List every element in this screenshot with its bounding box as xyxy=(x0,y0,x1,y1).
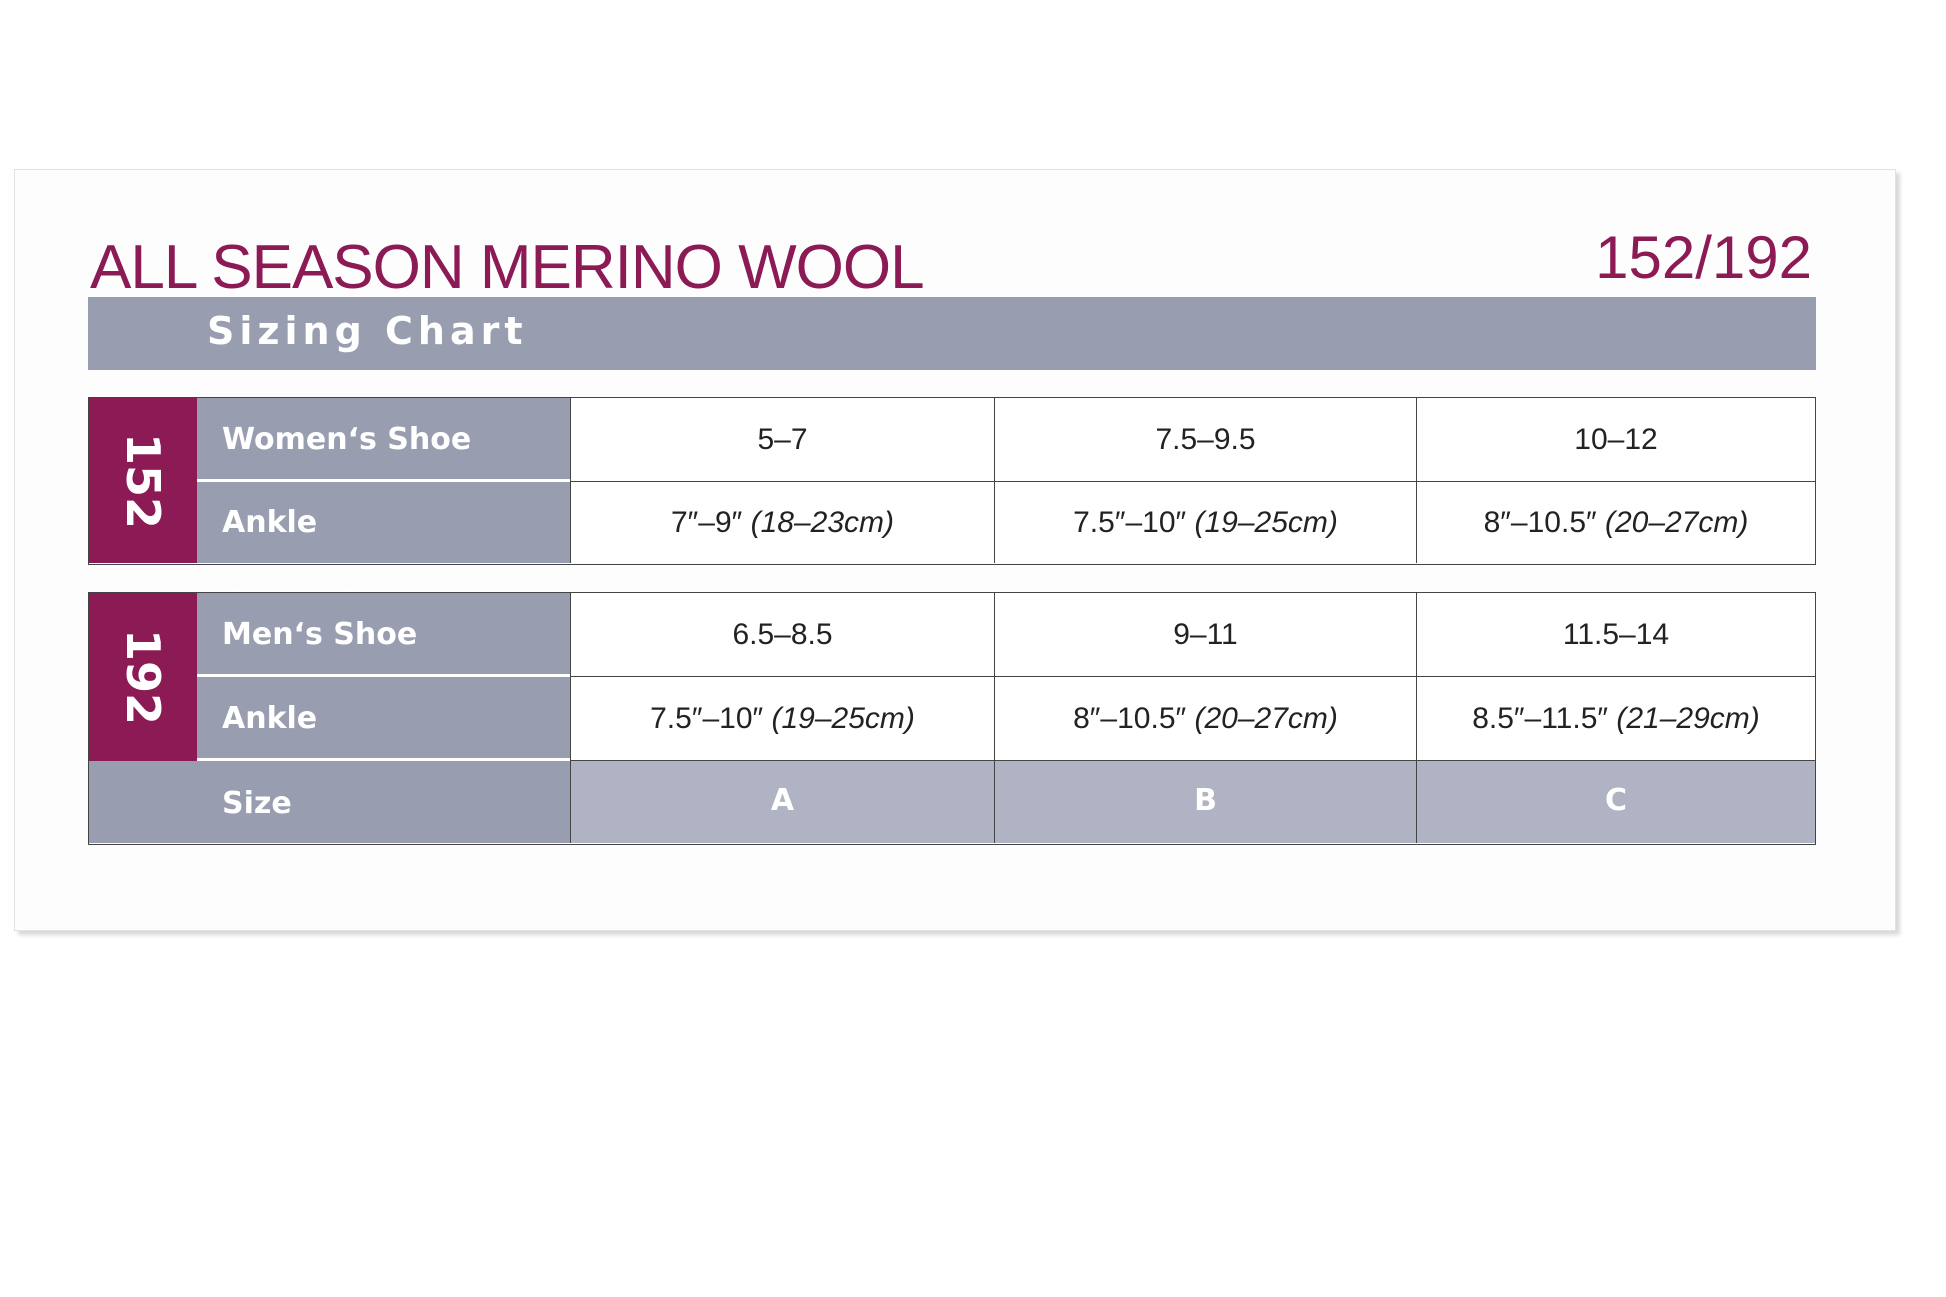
table-row: Ankle Circumference 7.5″–10″ (19–25cm) 8… xyxy=(197,677,1815,820)
product-title: ALL SEASON MERINO WOOL xyxy=(90,233,925,302)
table-152: 152 Women‘s Shoe 5–7 7.5–9.5 10–12 Ankle… xyxy=(88,397,1816,621)
row-label: Men‘s Shoe xyxy=(197,593,570,677)
subtitle: Sizing Chart xyxy=(207,309,528,353)
row-label: Ankle Circumference xyxy=(197,677,570,820)
row-label: Women‘s Shoe xyxy=(197,398,570,482)
model-number: 152 xyxy=(116,432,170,529)
model-label: 192 xyxy=(89,593,197,761)
subtitle-band: Sizing Chart xyxy=(88,297,1816,370)
cell: 8″–10.5″ (20–27cm) xyxy=(1416,482,1815,563)
table-192: 192 Men‘s Shoe 6.5–8.5 9–11 11.5–14 Ankl… xyxy=(88,592,1816,845)
table-row: Men‘s Shoe 6.5–8.5 9–11 11.5–14 xyxy=(197,593,1815,677)
size-cell: C xyxy=(1416,761,1815,843)
cell: 10–12 xyxy=(1416,398,1815,482)
cell: 11.5–14 xyxy=(1416,593,1815,677)
row-label: Ankle Circumference xyxy=(197,482,570,621)
table-row: Women‘s Shoe 5–7 7.5–9.5 10–12 xyxy=(197,398,1815,482)
cell: 8″–10.5″ (20–27cm) xyxy=(994,677,1416,761)
size-cell: B xyxy=(994,761,1416,843)
model-number: 192 xyxy=(116,628,170,726)
cell: 7.5″–10″ (19–25cm) xyxy=(994,482,1416,563)
table-row: Ankle Circumference 7″–9″ (18–23cm) 7.5″… xyxy=(197,482,1815,621)
model-label: 152 xyxy=(89,398,197,563)
cell: 7″–9″ (18–23cm) xyxy=(570,482,994,563)
cell: 5–7 xyxy=(570,398,994,482)
model-numbers: 152/192 xyxy=(1595,224,1812,291)
cell: 6.5–8.5 xyxy=(570,593,994,677)
cell: 7.5–9.5 xyxy=(994,398,1416,482)
size-row: Size A B C xyxy=(89,761,1815,843)
cell: 9–11 xyxy=(994,593,1416,677)
cell: 8.5″–11.5″ (21–29cm) xyxy=(1416,677,1815,761)
size-label: Size xyxy=(89,761,570,843)
cell: 7.5″–10″ (19–25cm) xyxy=(570,677,994,761)
size-cell: A xyxy=(570,761,994,843)
